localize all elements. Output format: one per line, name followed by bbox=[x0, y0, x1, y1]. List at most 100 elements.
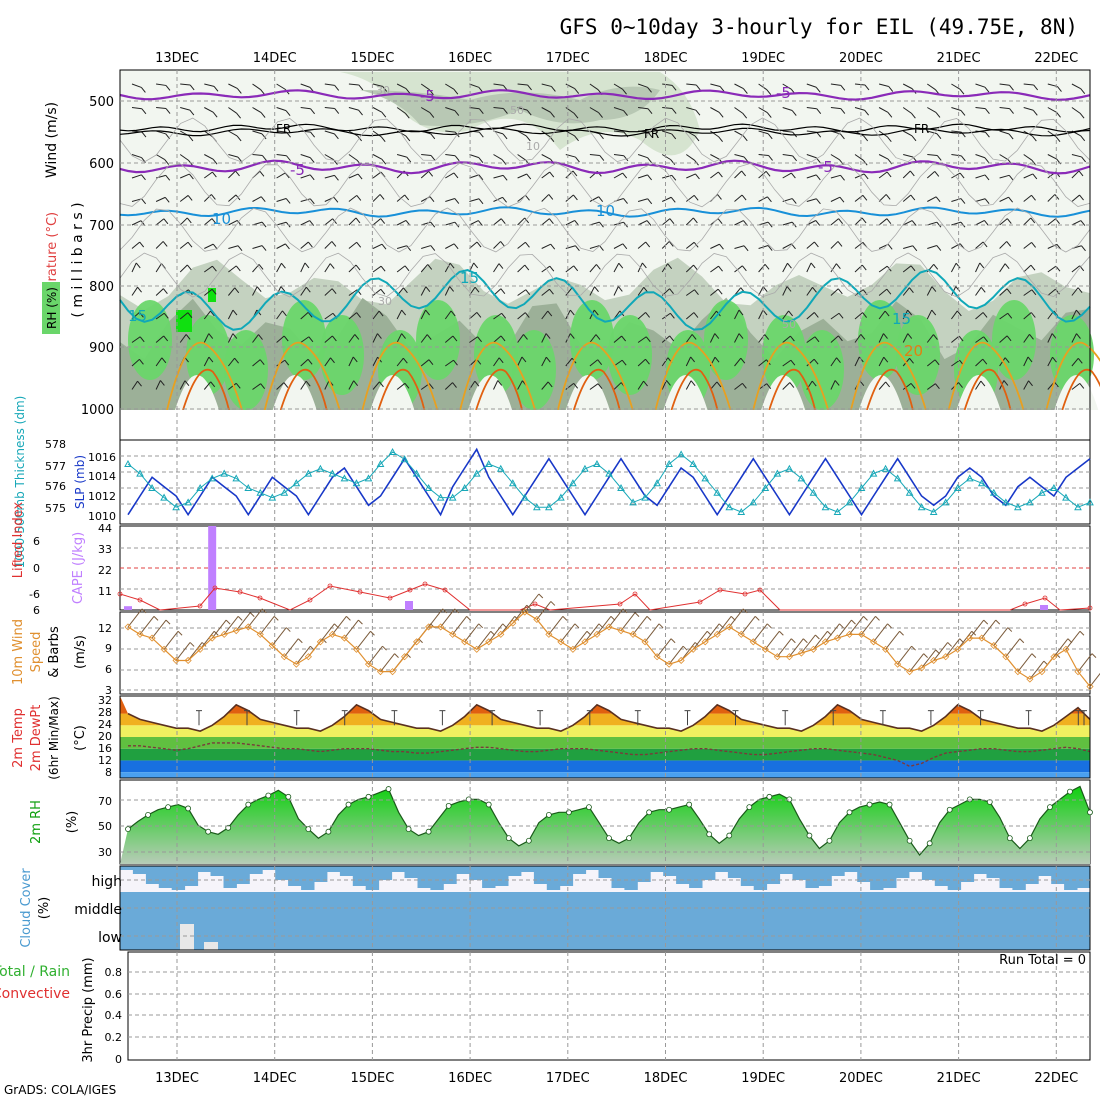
wind-barb bbox=[758, 359, 767, 367]
contour-t950 bbox=[670, 368, 719, 411]
wind-barb-flag bbox=[549, 265, 555, 272]
wind-barb-10m bbox=[776, 638, 792, 658]
wind-barb-flag bbox=[1053, 381, 1059, 388]
thickness-point bbox=[797, 474, 806, 482]
wind-barb bbox=[613, 83, 623, 90]
wind-barb bbox=[517, 154, 527, 161]
wind-barb-flag bbox=[840, 133, 845, 140]
contour-t950 bbox=[866, 368, 914, 411]
wind-barb bbox=[1071, 265, 1081, 273]
cloud-high-label: high bbox=[91, 874, 122, 890]
wind-barb-10m bbox=[909, 653, 925, 672]
rh-point bbox=[185, 805, 192, 812]
wind-barb-flag bbox=[837, 288, 843, 295]
wind-barb-flag bbox=[1079, 194, 1084, 201]
thickness-point bbox=[593, 459, 601, 467]
wind-barb bbox=[300, 336, 310, 343]
wind-barb bbox=[396, 219, 407, 226]
wind-barb-flag bbox=[310, 131, 316, 138]
wind-barb-flag bbox=[764, 264, 770, 270]
wind-speed-point bbox=[232, 627, 240, 635]
wind-barb-flag bbox=[980, 380, 986, 387]
wind-barb bbox=[1071, 194, 1080, 202]
wind-barb bbox=[324, 174, 335, 179]
contour-freezing-2 bbox=[119, 127, 1091, 137]
wind-barb-10m bbox=[380, 653, 395, 672]
wind-barb-flag bbox=[256, 286, 262, 292]
wind-barb bbox=[348, 380, 355, 390]
wind-barb bbox=[541, 310, 549, 320]
thickness-point bbox=[905, 488, 914, 496]
wind-barb-flag bbox=[454, 198, 460, 204]
wind-barb bbox=[565, 83, 575, 89]
wind-barb-flag bbox=[569, 309, 575, 316]
cloud-high-bar bbox=[210, 866, 224, 876]
wind-barb bbox=[734, 107, 743, 114]
wind-barb-10m-flag bbox=[1031, 653, 1037, 658]
wind-barb bbox=[445, 243, 455, 249]
slp-tick-1010: 1010 bbox=[88, 510, 116, 523]
wind-barb bbox=[806, 198, 817, 202]
thickness-point bbox=[172, 503, 180, 511]
wind-barb-flag bbox=[1032, 173, 1038, 180]
wind-barb bbox=[541, 171, 551, 179]
wind-barb bbox=[276, 154, 287, 157]
wind-barb-flag bbox=[334, 108, 340, 114]
wind-speed-point bbox=[581, 638, 589, 646]
li-point bbox=[357, 589, 363, 595]
wind-barb bbox=[830, 357, 837, 367]
wind-barb-flag bbox=[598, 112, 603, 118]
wind-speed-point bbox=[328, 630, 336, 638]
wind-speed-point bbox=[942, 653, 950, 661]
wind-barb-10m bbox=[199, 630, 215, 650]
thickness-point bbox=[412, 469, 421, 477]
cloud-high-bar bbox=[624, 866, 638, 890]
wind-barb-flag bbox=[936, 155, 942, 161]
rh-green-cell bbox=[320, 315, 364, 395]
temperature-contours bbox=[119, 89, 1100, 411]
wind-barb-flag bbox=[382, 86, 388, 92]
rh-point bbox=[125, 826, 131, 833]
wind-barb-flag bbox=[164, 159, 170, 165]
wind-barb bbox=[252, 130, 263, 135]
wind-barb-flag bbox=[208, 356, 214, 363]
wind-barb-10m bbox=[259, 616, 275, 635]
wind-barb bbox=[902, 309, 909, 320]
cloud-high-bar bbox=[443, 866, 457, 884]
cloud-high-bar bbox=[1038, 866, 1052, 876]
wind-barb bbox=[204, 107, 214, 113]
wind-barb bbox=[926, 309, 933, 320]
wind-barb bbox=[493, 218, 502, 226]
wind-barb-10m bbox=[560, 623, 576, 643]
wind-barb bbox=[420, 264, 429, 273]
temp-band bbox=[120, 748, 1090, 761]
wind-barb bbox=[758, 107, 768, 113]
wind-barb-flag bbox=[671, 133, 677, 140]
wind-barb bbox=[1047, 218, 1056, 226]
wind-barb-flag bbox=[500, 241, 505, 247]
wind-barb-10m bbox=[440, 608, 456, 628]
wind-barb bbox=[806, 358, 815, 367]
wind-barb-flag bbox=[984, 220, 989, 226]
wind-barb-flag bbox=[572, 194, 578, 201]
wind-barb bbox=[203, 288, 213, 296]
date-bottom-22DEC: 22DEC bbox=[1034, 1071, 1078, 1086]
wind-speed-point bbox=[569, 645, 577, 653]
wind-barb-flag bbox=[646, 220, 652, 226]
wind-barb-flag bbox=[141, 174, 146, 181]
thickness-point bbox=[677, 450, 685, 458]
wind-barb-flag bbox=[502, 133, 508, 140]
wind-barb-10m-flag bbox=[754, 616, 760, 621]
wind-barb-flag bbox=[477, 220, 483, 226]
wind-barb-10m-flag bbox=[370, 630, 375, 636]
wind-barb-flag bbox=[476, 312, 482, 318]
wind-barb bbox=[661, 241, 670, 249]
wind-speed-point bbox=[557, 638, 565, 646]
wind-barb bbox=[1071, 107, 1081, 114]
wind-barb-flag bbox=[210, 310, 215, 317]
date-bottom-21DEC: 21DEC bbox=[937, 1071, 981, 1086]
wind-barb-flag bbox=[667, 263, 673, 269]
wind-barb-flag bbox=[1030, 264, 1036, 271]
wind-barb-flag bbox=[864, 84, 870, 91]
temp-tick-12: 12 bbox=[98, 754, 112, 767]
